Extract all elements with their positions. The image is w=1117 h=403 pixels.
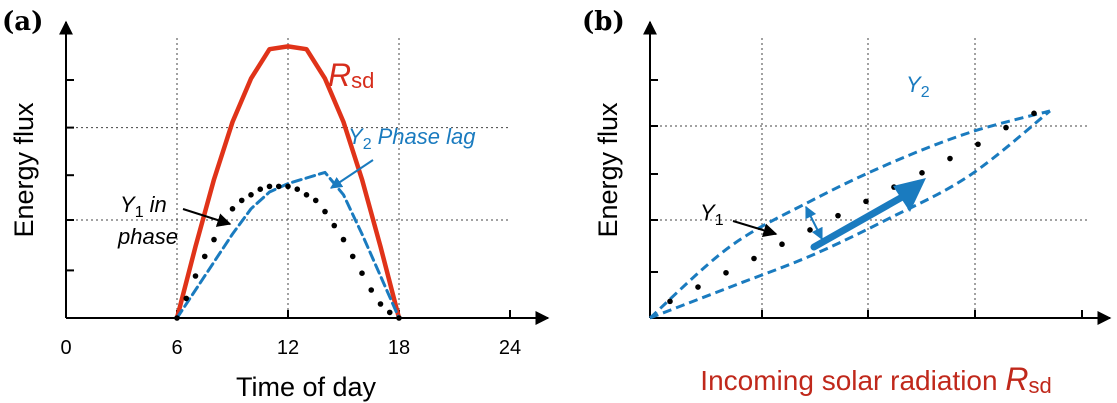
- b-y2-label: Y2: [906, 72, 930, 101]
- panel-b-x-axis-title-sym: R: [1005, 361, 1028, 397]
- y1-point: [257, 186, 264, 192]
- b-y2-label-sub: 2: [921, 84, 930, 101]
- b-gap-arrow: [805, 205, 823, 241]
- panel-a-grid: [66, 38, 510, 318]
- rsd-label-sub: sd: [351, 68, 374, 93]
- y1-point: [174, 315, 180, 321]
- panel-b-x-ticks: [761, 310, 1083, 318]
- b-y2-label-main: Y: [906, 72, 922, 97]
- panel-b-x-axis-title-main: Incoming solar radiation: [700, 365, 1005, 396]
- b-y1-point: [667, 298, 673, 305]
- y1-point: [303, 192, 310, 198]
- b-y1-point: [779, 241, 785, 248]
- b-y1-point: [751, 255, 757, 262]
- b-y1-point: [695, 284, 701, 290]
- panel-b-x-axis-title-sub: sd: [1028, 373, 1051, 398]
- y1-point: [359, 270, 365, 277]
- b-y1-point: [947, 155, 953, 162]
- panel-a-label: (a): [2, 7, 43, 37]
- y2-annotation-arrow: [330, 159, 374, 189]
- b-y1-point: [723, 269, 729, 276]
- y1-point: [312, 197, 319, 204]
- y2-annotation: Y2 Phase lag: [348, 124, 476, 153]
- panel-a-x-axis-title: Time of day: [236, 372, 377, 402]
- b-y1-point: [919, 170, 925, 176]
- y1-point: [192, 273, 199, 279]
- b-y1-point: [975, 141, 981, 148]
- y1-point: [211, 236, 217, 243]
- rsd-label-main: R: [328, 57, 351, 93]
- b-y1-point: [807, 227, 813, 233]
- y1-annotation-main: Y: [120, 192, 136, 217]
- y1-point: [285, 183, 291, 190]
- y2-annotation-sub: 2: [363, 136, 372, 153]
- y1-annotation-line2: phase: [117, 224, 178, 249]
- b-y1-point: [1031, 110, 1037, 117]
- b-y1-arrow: [732, 220, 778, 238]
- y1-point: [238, 197, 245, 204]
- b-direction-arrow-shaft: [810, 192, 908, 251]
- y1-point: [340, 236, 347, 243]
- y1-point: [248, 192, 254, 198]
- panel-a-x-tick-label: 0: [60, 337, 71, 359]
- panel-b-label: (b): [582, 7, 625, 37]
- rsd-curve: [174, 44, 402, 321]
- y1-annotation-sub: 1: [135, 204, 144, 221]
- b-y1-label-main: Y: [700, 200, 716, 225]
- y1-point: [183, 295, 190, 302]
- y2-annotation-main: Y: [348, 124, 364, 149]
- panel-a-y-axis-title: Energy flux: [9, 102, 39, 238]
- y1-point: [368, 287, 375, 293]
- panel-a-series: [174, 44, 402, 321]
- y1-point: [396, 315, 402, 321]
- panel-b-x-axis-title: Incoming solar radiation Rsd: [700, 361, 1051, 398]
- y1-point: [349, 253, 356, 260]
- b-y1-point: [863, 198, 869, 205]
- y1-annotation-rest: in: [150, 192, 167, 217]
- b-y1-label: Y1: [700, 200, 724, 229]
- panel-b-grid: [650, 38, 1090, 318]
- panel-a-x-tick-label: 12: [277, 337, 299, 359]
- b-y1-label-sub: 1: [715, 212, 724, 229]
- panel-a-y-ticks: [66, 79, 74, 272]
- y1-point: [322, 208, 328, 215]
- panel-b-y-ticks: [650, 79, 658, 273]
- y1-point: [201, 253, 208, 260]
- y1-point: [331, 222, 338, 229]
- y1-annotation-arrow: [182, 208, 232, 227]
- panel-a-x-tick-label: 24: [499, 337, 521, 359]
- b-direction-arrow-head: [893, 178, 926, 212]
- panel-a-x-tick-label: 6: [171, 337, 182, 359]
- y1-point: [294, 186, 301, 192]
- y1-point: [229, 206, 236, 212]
- b-y1-point: [1003, 124, 1009, 131]
- panel-b: (b) Energy flux Incoming solar radiation…: [582, 7, 1112, 398]
- rsd-label: Rsd: [328, 57, 374, 93]
- y1-point: [386, 309, 393, 316]
- panel-a: (a) 0 6 12 18 24 Energy flux Time of day Rsd…: [2, 7, 550, 402]
- y1-annotation: Y1 in: [120, 192, 167, 221]
- y1-point: [377, 301, 384, 307]
- y2-loop-upper: [648, 109, 1051, 320]
- panel-b-y-axis-title: Energy flux: [593, 102, 623, 238]
- y2-annotation-rest: Phase lag: [378, 124, 477, 149]
- panel-a-x-tick-label: 18: [388, 337, 410, 359]
- y2-loop-lower: [649, 109, 1051, 320]
- y1-point: [266, 183, 273, 190]
- y1-point: [275, 183, 282, 190]
- b-y1-point: [835, 212, 841, 219]
